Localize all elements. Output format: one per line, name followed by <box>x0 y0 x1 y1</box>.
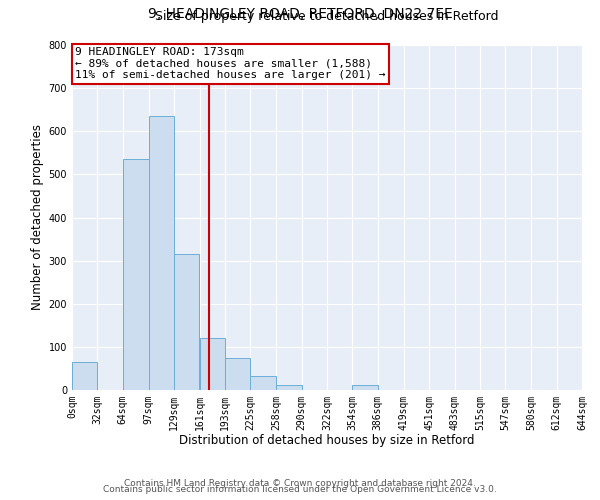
Text: 9 HEADINGLEY ROAD: 173sqm
← 89% of detached houses are smaller (1,588)
11% of se: 9 HEADINGLEY ROAD: 173sqm ← 89% of detac… <box>75 47 386 80</box>
Bar <box>277 385 302 390</box>
Title: Size of property relative to detached houses in Retford: Size of property relative to detached ho… <box>155 10 499 23</box>
X-axis label: Distribution of detached houses by size in Retford: Distribution of detached houses by size … <box>179 434 475 448</box>
Text: Contains public sector information licensed under the Open Government Licence v3: Contains public sector information licen… <box>103 485 497 494</box>
Bar <box>352 385 377 390</box>
Bar <box>250 376 277 390</box>
Bar <box>174 254 199 390</box>
Bar <box>225 358 250 390</box>
Bar <box>199 338 225 390</box>
Y-axis label: Number of detached properties: Number of detached properties <box>31 124 44 310</box>
Bar <box>122 160 149 390</box>
Text: Contains HM Land Registry data © Crown copyright and database right 2024.: Contains HM Land Registry data © Crown c… <box>124 478 476 488</box>
Bar <box>149 116 174 390</box>
Text: 9, HEADINGLEY ROAD, RETFORD, DN22 7EE: 9, HEADINGLEY ROAD, RETFORD, DN22 7EE <box>148 8 452 22</box>
Bar <box>72 362 97 390</box>
